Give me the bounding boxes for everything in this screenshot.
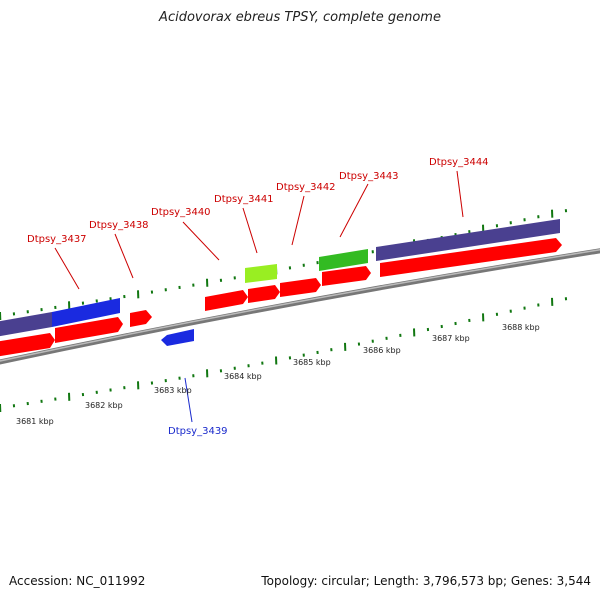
gene-arrow-red-3437b[interactable] (55, 317, 123, 343)
gene-label-dtpsy-3444[interactable]: Dtpsy_3444 (429, 157, 489, 168)
gene-arrow-red-3444[interactable] (380, 238, 562, 277)
gene-block-blue-3437[interactable] (52, 298, 120, 327)
kbp-label-3683: 3683 kbp (154, 386, 192, 395)
feature-layer (0, 219, 562, 357)
genome-title: Acidovorax ebreus TPSY, complete genome (159, 10, 441, 25)
gene-arrow-blue-3439[interactable] (161, 329, 194, 346)
gene-block-lightgreen-3441[interactable] (245, 264, 277, 283)
gene-label-dtpsy-3438[interactable]: Dtpsy_3438 (89, 220, 149, 231)
gene-block-purple-left[interactable] (0, 312, 52, 337)
kbp-label-3684: 3684 kbp (224, 372, 262, 381)
genome-summary-text: Topology: circular; Length: 3,796,573 bp… (261, 574, 591, 588)
gene-arrow-red-3443[interactable] (322, 266, 371, 286)
gene-arrow-red-3438[interactable] (130, 310, 152, 327)
kbp-label-3687: 3687 kbp (432, 334, 470, 343)
gene-label-dtpsy-3439[interactable]: Dtpsy_3439 (168, 426, 228, 437)
gene-labels: Dtpsy_3437 Dtpsy_3438 Dtpsy_3439 Dtpsy_3… (27, 157, 489, 437)
genome-backbone (0, 248, 600, 365)
kbp-label-3682: 3682 kbp (85, 401, 123, 410)
inner-tick-row (0, 297, 568, 413)
kbp-label-3688: 3688 kbp (502, 323, 540, 332)
gene-label-dtpsy-3442[interactable]: Dtpsy_3442 (276, 182, 336, 193)
gene-block-purple-3444[interactable] (376, 219, 560, 261)
gene-block-green-3443[interactable] (319, 249, 368, 271)
gene-label-dtpsy-3443[interactable]: Dtpsy_3443 (339, 171, 399, 182)
gene-arrow-red-3442[interactable] (280, 278, 321, 297)
gene-arrow-red-3440[interactable] (205, 290, 248, 311)
gene-arrow-red-left[interactable] (0, 333, 55, 357)
kbp-label-3686: 3686 kbp (363, 346, 401, 355)
gene-label-dtpsy-3437[interactable]: Dtpsy_3437 (27, 234, 87, 245)
gene-label-dtpsy-3440[interactable]: Dtpsy_3440 (151, 207, 211, 218)
kbp-label-3681: 3681 kbp (16, 417, 54, 426)
kbp-label-3685: 3685 kbp (293, 358, 331, 367)
gene-arrow-red-3441[interactable] (248, 285, 280, 303)
kbp-labels: 3681 kbp 3682 kbp 3683 kbp 3684 kbp 3685… (16, 323, 540, 426)
accession-text: Accession: NC_011992 (9, 574, 146, 588)
gene-label-dtpsy-3441[interactable]: Dtpsy_3441 (214, 194, 274, 205)
label-leader-lines (54, 170, 464, 423)
